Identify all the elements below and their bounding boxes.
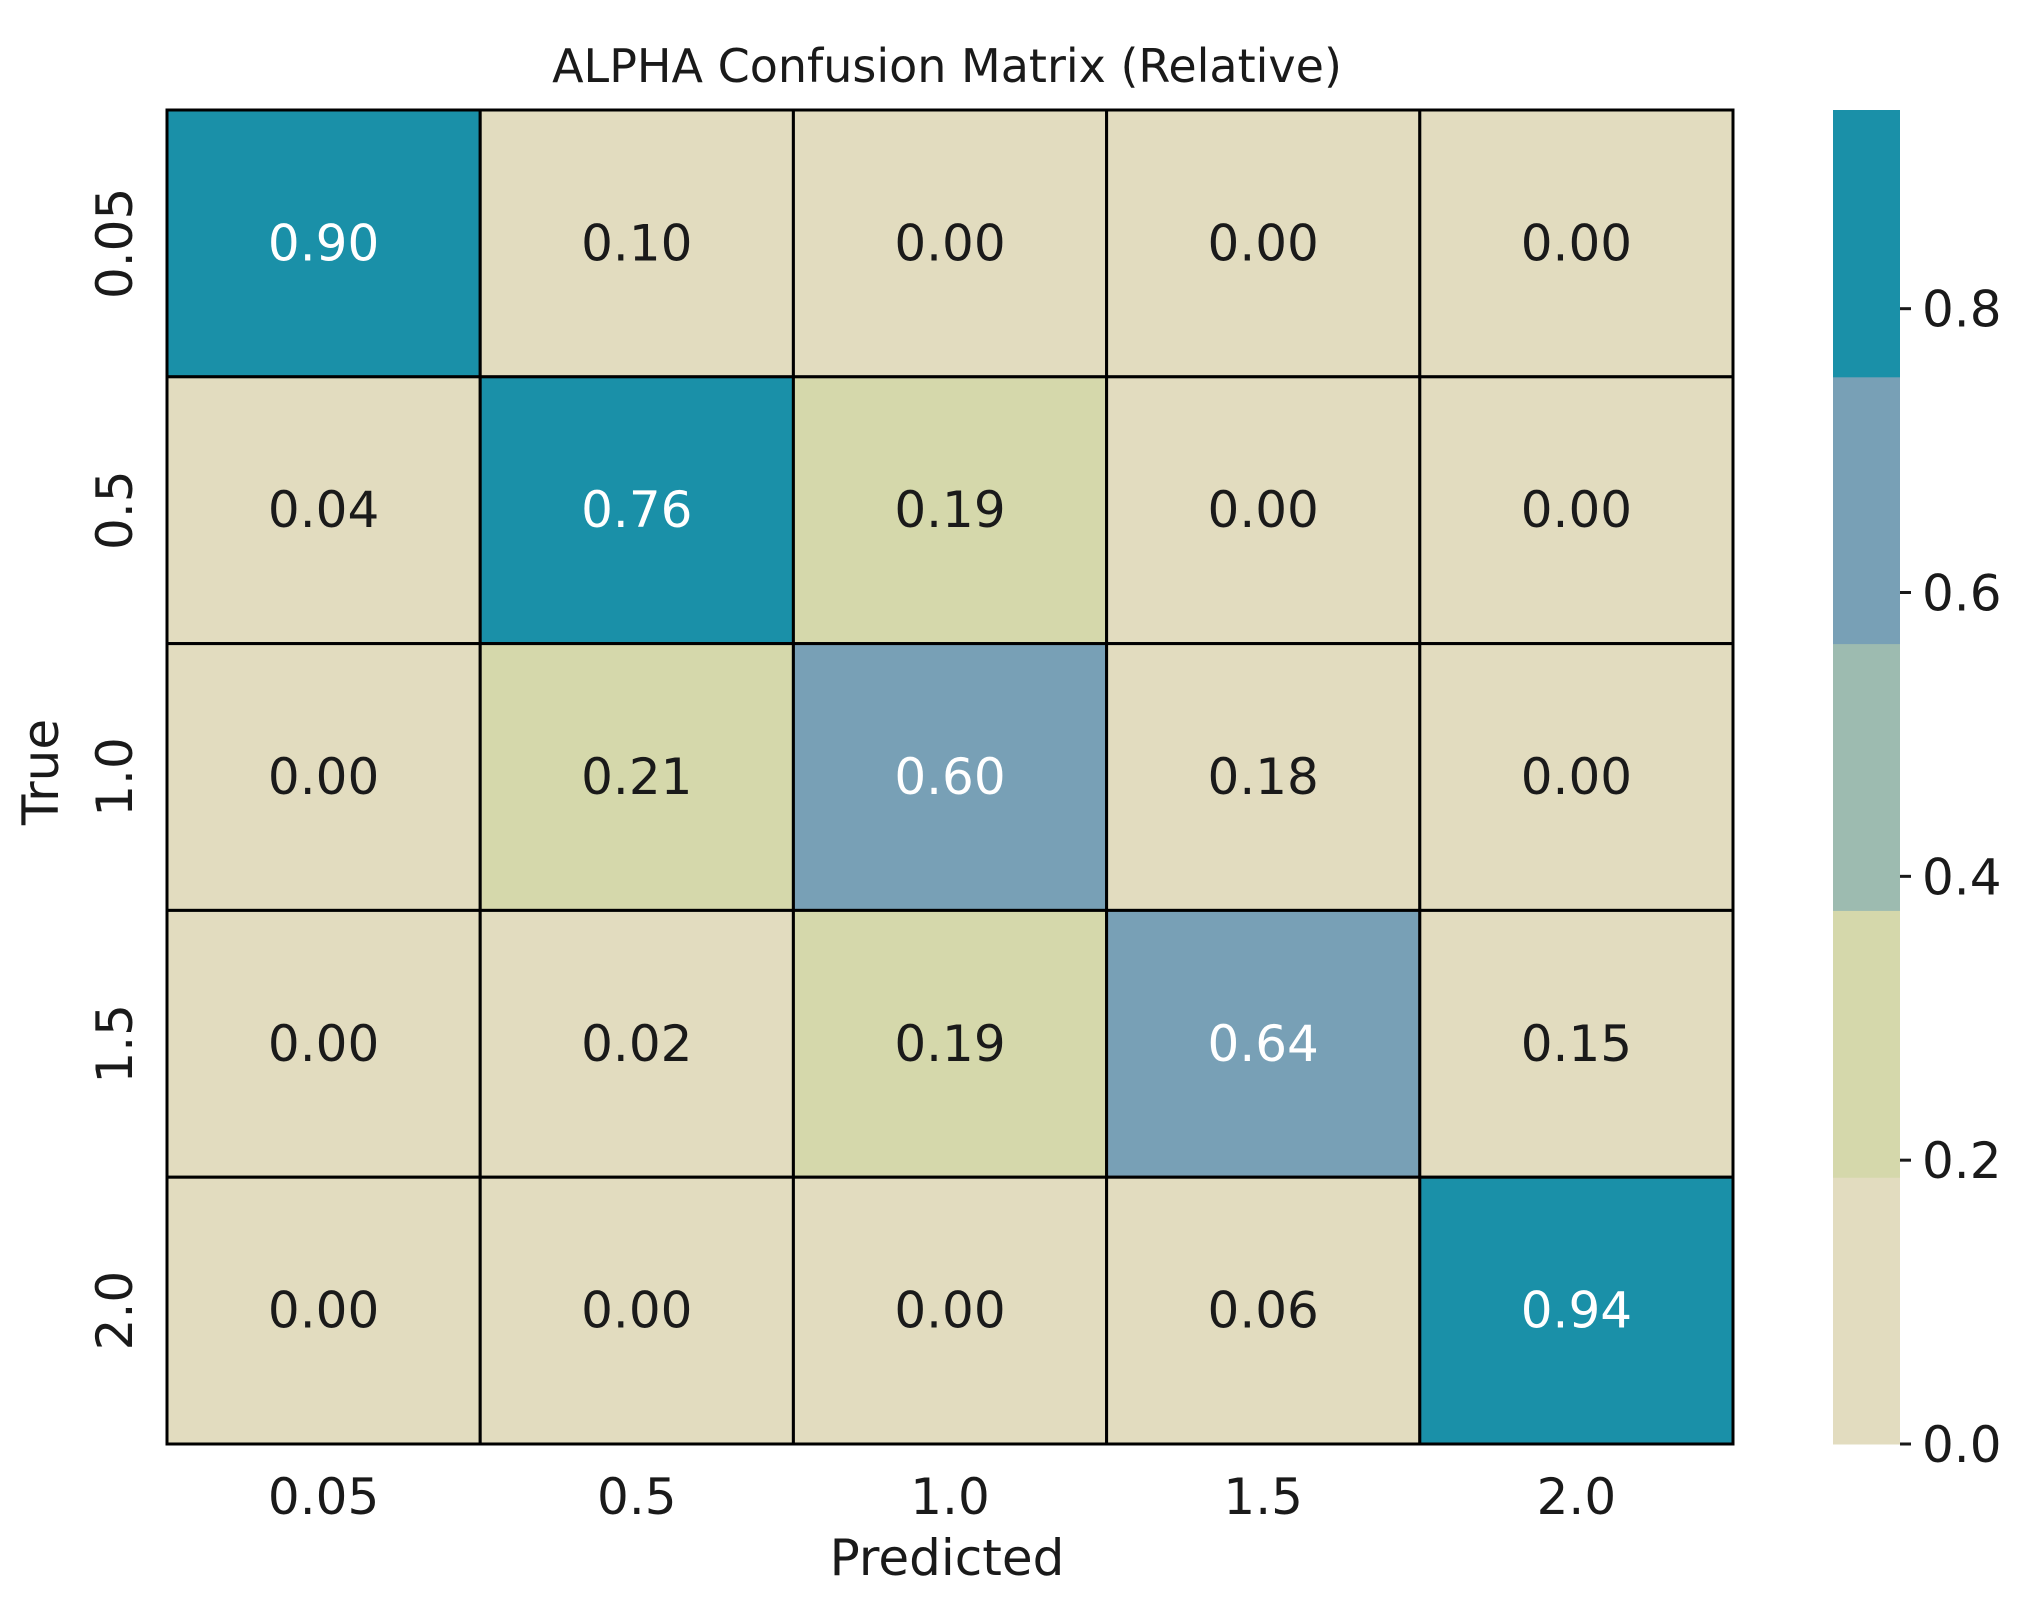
cell-value-label: 0.06 [1208, 1282, 1319, 1340]
cell-value-label: 0.00 [268, 1282, 379, 1340]
cell-value-label: 0.15 [1521, 1015, 1632, 1073]
colorbar-tick-label: 0.6 [1922, 565, 2002, 623]
heatmap-cell-2-1 [478, 642, 795, 912]
cell-value-label: 0.60 [894, 748, 1005, 806]
cell-value-label: 0.21 [581, 748, 692, 806]
heatmap-cell-4-2 [791, 1175, 1109, 1446]
colorbar-tick-label: 0.2 [1922, 1132, 2002, 1190]
colorbar-band-0 [1833, 1177, 1900, 1445]
chart-title: ALPHA Confusion Matrix (Relative) [552, 39, 1342, 93]
heatmap-cells: 0.90 0.10 0.00 0.00 0.00 0.04 0.76 0.19 0.00 0.00… [165, 108, 1735, 1446]
cell-value-label: 0.90 [268, 214, 379, 272]
heatmap-cell-2-2 [791, 642, 1109, 912]
colorbar: 0.0 0.2 0.4 0.6 0.8 [1833, 110, 2002, 1474]
heatmap-cell-2-4 [1418, 642, 1735, 912]
x-tick-label: 1.5 [1223, 1468, 1303, 1526]
cell-value-label: 0.00 [1521, 481, 1632, 539]
x-tick-labels: 0.05 0.5 1.0 1.5 2.0 [268, 1468, 1616, 1526]
heatmap-cell-4-4 [1418, 1175, 1735, 1446]
colorbar-band-3 [1833, 376, 1900, 645]
y-tick-label: 1.5 [86, 1004, 144, 1084]
cell-value-label: 0.64 [1208, 1015, 1319, 1073]
heatmap-cell-0-3 [1105, 108, 1422, 379]
y-tick-labels: 0.05 0.5 1.0 1.5 2.0 [86, 188, 144, 1351]
y-tick-label: 0.05 [86, 188, 144, 299]
cell-value-label: 0.00 [268, 1015, 379, 1073]
x-axis-label: Predicted [830, 1529, 1065, 1587]
colorbar-tick-label: 0.0 [1922, 1416, 2002, 1474]
heatmap-cell-1-0 [165, 375, 482, 646]
heatmap-cell-1-2 [791, 375, 1109, 646]
cell-value-label: 0.19 [894, 1015, 1005, 1073]
cell-value-label: 0.02 [581, 1015, 692, 1073]
cell-value-label: 0.00 [894, 1282, 1005, 1340]
cell-value-label: 0.94 [1521, 1282, 1632, 1340]
heatmap-cell-2-3 [1105, 642, 1422, 912]
cell-value-label: 0.04 [268, 481, 379, 539]
colorbar-tick-label: 0.8 [1922, 281, 2002, 339]
heatmap-cell-0-0 [165, 108, 482, 379]
cell-value-label: 0.76 [581, 481, 692, 539]
y-tick-label: 2.0 [86, 1271, 144, 1351]
cell-value-label: 0.00 [1521, 214, 1632, 272]
colorbar-band-1 [1833, 910, 1900, 1178]
cell-value-label: 0.00 [268, 748, 379, 806]
x-tick-label: 0.05 [268, 1468, 379, 1526]
cell-value-label: 0.19 [894, 481, 1005, 539]
colorbar-band-2 [1833, 643, 1900, 911]
colorbar-band-4 [1833, 110, 1900, 378]
y-axis-label: True [12, 719, 70, 826]
cell-value-label: 0.00 [1521, 748, 1632, 806]
heatmap-cell-3-1 [478, 908, 795, 1179]
x-tick-label: 2.0 [1537, 1468, 1617, 1526]
heatmap-cell-0-4 [1418, 108, 1735, 379]
y-tick-label: 0.5 [86, 470, 144, 550]
heatmap-cell-0-2 [791, 108, 1109, 379]
heatmap-cell-3-2 [791, 908, 1109, 1179]
heatmap-cell-4-1 [478, 1175, 795, 1446]
cell-value-label: 0.00 [1208, 481, 1319, 539]
heatmap-cell-1-4 [1418, 375, 1735, 646]
cell-value-label: 0.00 [894, 214, 1005, 272]
heatmap-cell-0-1 [478, 108, 795, 379]
cell-value-label: 0.00 [581, 1282, 692, 1340]
cell-value-label: 0.00 [1208, 214, 1319, 272]
heatmap-cell-3-3 [1105, 908, 1422, 1179]
colorbar-tick-label: 0.4 [1922, 848, 2002, 906]
heatmap-cell-3-0 [165, 908, 482, 1179]
cell-value-label: 0.18 [1208, 748, 1319, 806]
x-tick-label: 1.0 [910, 1468, 990, 1526]
heatmap-cell-4-0 [165, 1175, 482, 1446]
cell-value-label: 0.10 [581, 214, 692, 272]
y-tick-label: 1.0 [86, 737, 144, 817]
x-tick-label: 0.5 [597, 1468, 677, 1526]
heatmap-cell-3-4 [1418, 908, 1735, 1179]
